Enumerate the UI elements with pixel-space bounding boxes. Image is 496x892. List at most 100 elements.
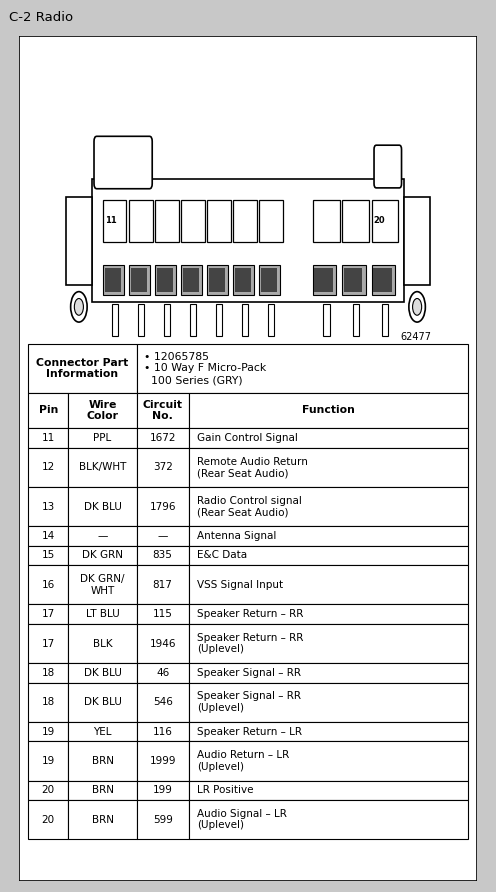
Bar bbox=[188, 605, 468, 624]
Text: Speaker Signal – RR: Speaker Signal – RR bbox=[197, 668, 301, 678]
Text: DK BLU: DK BLU bbox=[84, 501, 122, 511]
Bar bbox=[235, 268, 251, 292]
Bar bbox=[207, 200, 231, 242]
Text: Circuit
No.: Circuit No. bbox=[143, 400, 183, 421]
Text: Speaker Return – RR: Speaker Return – RR bbox=[197, 609, 303, 619]
Bar bbox=[28, 722, 68, 741]
Text: PPL: PPL bbox=[93, 433, 112, 443]
Bar bbox=[137, 780, 188, 800]
Circle shape bbox=[74, 299, 83, 315]
Bar bbox=[188, 624, 468, 663]
Text: DK BLU: DK BLU bbox=[84, 668, 122, 678]
Bar bbox=[188, 487, 468, 526]
Text: Audio Signal – LR
(Uplevel): Audio Signal – LR (Uplevel) bbox=[197, 809, 287, 830]
Bar bbox=[314, 268, 333, 292]
Bar bbox=[112, 304, 118, 336]
Bar bbox=[28, 780, 68, 800]
Text: 1796: 1796 bbox=[149, 501, 176, 511]
Text: 18: 18 bbox=[42, 668, 55, 678]
Text: DK GRN/
WHT: DK GRN/ WHT bbox=[80, 574, 125, 596]
Text: —: — bbox=[157, 531, 168, 541]
Bar bbox=[188, 566, 468, 605]
Text: Radio Control signal
(Rear Seat Audio): Radio Control signal (Rear Seat Audio) bbox=[197, 496, 302, 517]
Bar bbox=[137, 344, 468, 392]
Text: 14: 14 bbox=[42, 531, 55, 541]
Bar bbox=[242, 304, 248, 336]
Text: 19: 19 bbox=[42, 727, 55, 737]
Bar bbox=[68, 605, 137, 624]
Bar bbox=[209, 268, 225, 292]
Bar bbox=[28, 487, 68, 526]
Bar bbox=[68, 663, 137, 682]
Text: 115: 115 bbox=[153, 609, 173, 619]
Bar bbox=[130, 268, 147, 292]
Bar bbox=[259, 265, 280, 295]
FancyBboxPatch shape bbox=[374, 145, 402, 188]
Bar bbox=[188, 780, 468, 800]
Bar bbox=[138, 304, 144, 336]
Bar bbox=[216, 304, 222, 336]
Text: 17: 17 bbox=[42, 639, 55, 648]
Bar bbox=[157, 268, 173, 292]
Bar bbox=[353, 304, 359, 336]
Bar bbox=[344, 268, 363, 292]
Bar bbox=[28, 428, 68, 448]
Bar bbox=[137, 428, 188, 448]
Circle shape bbox=[409, 292, 426, 322]
Bar bbox=[28, 566, 68, 605]
Bar bbox=[28, 800, 68, 839]
Bar bbox=[28, 624, 68, 663]
Bar bbox=[188, 546, 468, 566]
Text: Gain Control Signal: Gain Control Signal bbox=[197, 433, 298, 443]
Bar bbox=[164, 304, 170, 336]
Text: 372: 372 bbox=[153, 462, 173, 473]
Text: 17: 17 bbox=[42, 609, 55, 619]
Bar bbox=[28, 741, 68, 780]
Text: Pin: Pin bbox=[39, 405, 58, 416]
Bar bbox=[342, 200, 369, 242]
Text: BLK/WHT: BLK/WHT bbox=[79, 462, 126, 473]
Bar bbox=[68, 722, 137, 741]
Text: 18: 18 bbox=[42, 698, 55, 707]
Circle shape bbox=[413, 299, 422, 315]
Bar bbox=[188, 741, 468, 780]
Bar bbox=[207, 265, 228, 295]
Bar bbox=[188, 392, 468, 428]
Text: VSS Signal Input: VSS Signal Input bbox=[197, 580, 283, 590]
Bar bbox=[68, 392, 137, 428]
Bar bbox=[183, 268, 199, 292]
Text: 20: 20 bbox=[42, 785, 55, 796]
Text: 835: 835 bbox=[153, 550, 173, 560]
Text: 11: 11 bbox=[105, 217, 117, 226]
Text: 19: 19 bbox=[42, 756, 55, 766]
Bar bbox=[313, 200, 340, 242]
Bar bbox=[137, 741, 188, 780]
Text: Connector Part
Information: Connector Part Information bbox=[36, 358, 128, 379]
Text: YEL: YEL bbox=[93, 727, 112, 737]
Text: 1999: 1999 bbox=[149, 756, 176, 766]
Text: LR Positive: LR Positive bbox=[197, 785, 253, 796]
Bar bbox=[372, 265, 395, 295]
Bar bbox=[373, 268, 392, 292]
Bar bbox=[105, 268, 121, 292]
Bar bbox=[342, 265, 366, 295]
Bar bbox=[28, 546, 68, 566]
Bar bbox=[137, 722, 188, 741]
Text: C-2 Radio: C-2 Radio bbox=[9, 11, 73, 24]
Bar bbox=[137, 605, 188, 624]
Text: 62477: 62477 bbox=[400, 332, 432, 342]
Bar bbox=[188, 428, 468, 448]
Text: BRN: BRN bbox=[92, 785, 114, 796]
Bar bbox=[137, 448, 188, 487]
Text: 20: 20 bbox=[42, 814, 55, 825]
Bar bbox=[188, 722, 468, 741]
Text: 11: 11 bbox=[42, 433, 55, 443]
Bar bbox=[129, 200, 153, 242]
Bar bbox=[68, 428, 137, 448]
Bar bbox=[28, 682, 68, 722]
Text: Function: Function bbox=[302, 405, 355, 416]
Bar bbox=[68, 546, 137, 566]
Text: 599: 599 bbox=[153, 814, 173, 825]
Bar bbox=[28, 605, 68, 624]
Text: 16: 16 bbox=[42, 580, 55, 590]
